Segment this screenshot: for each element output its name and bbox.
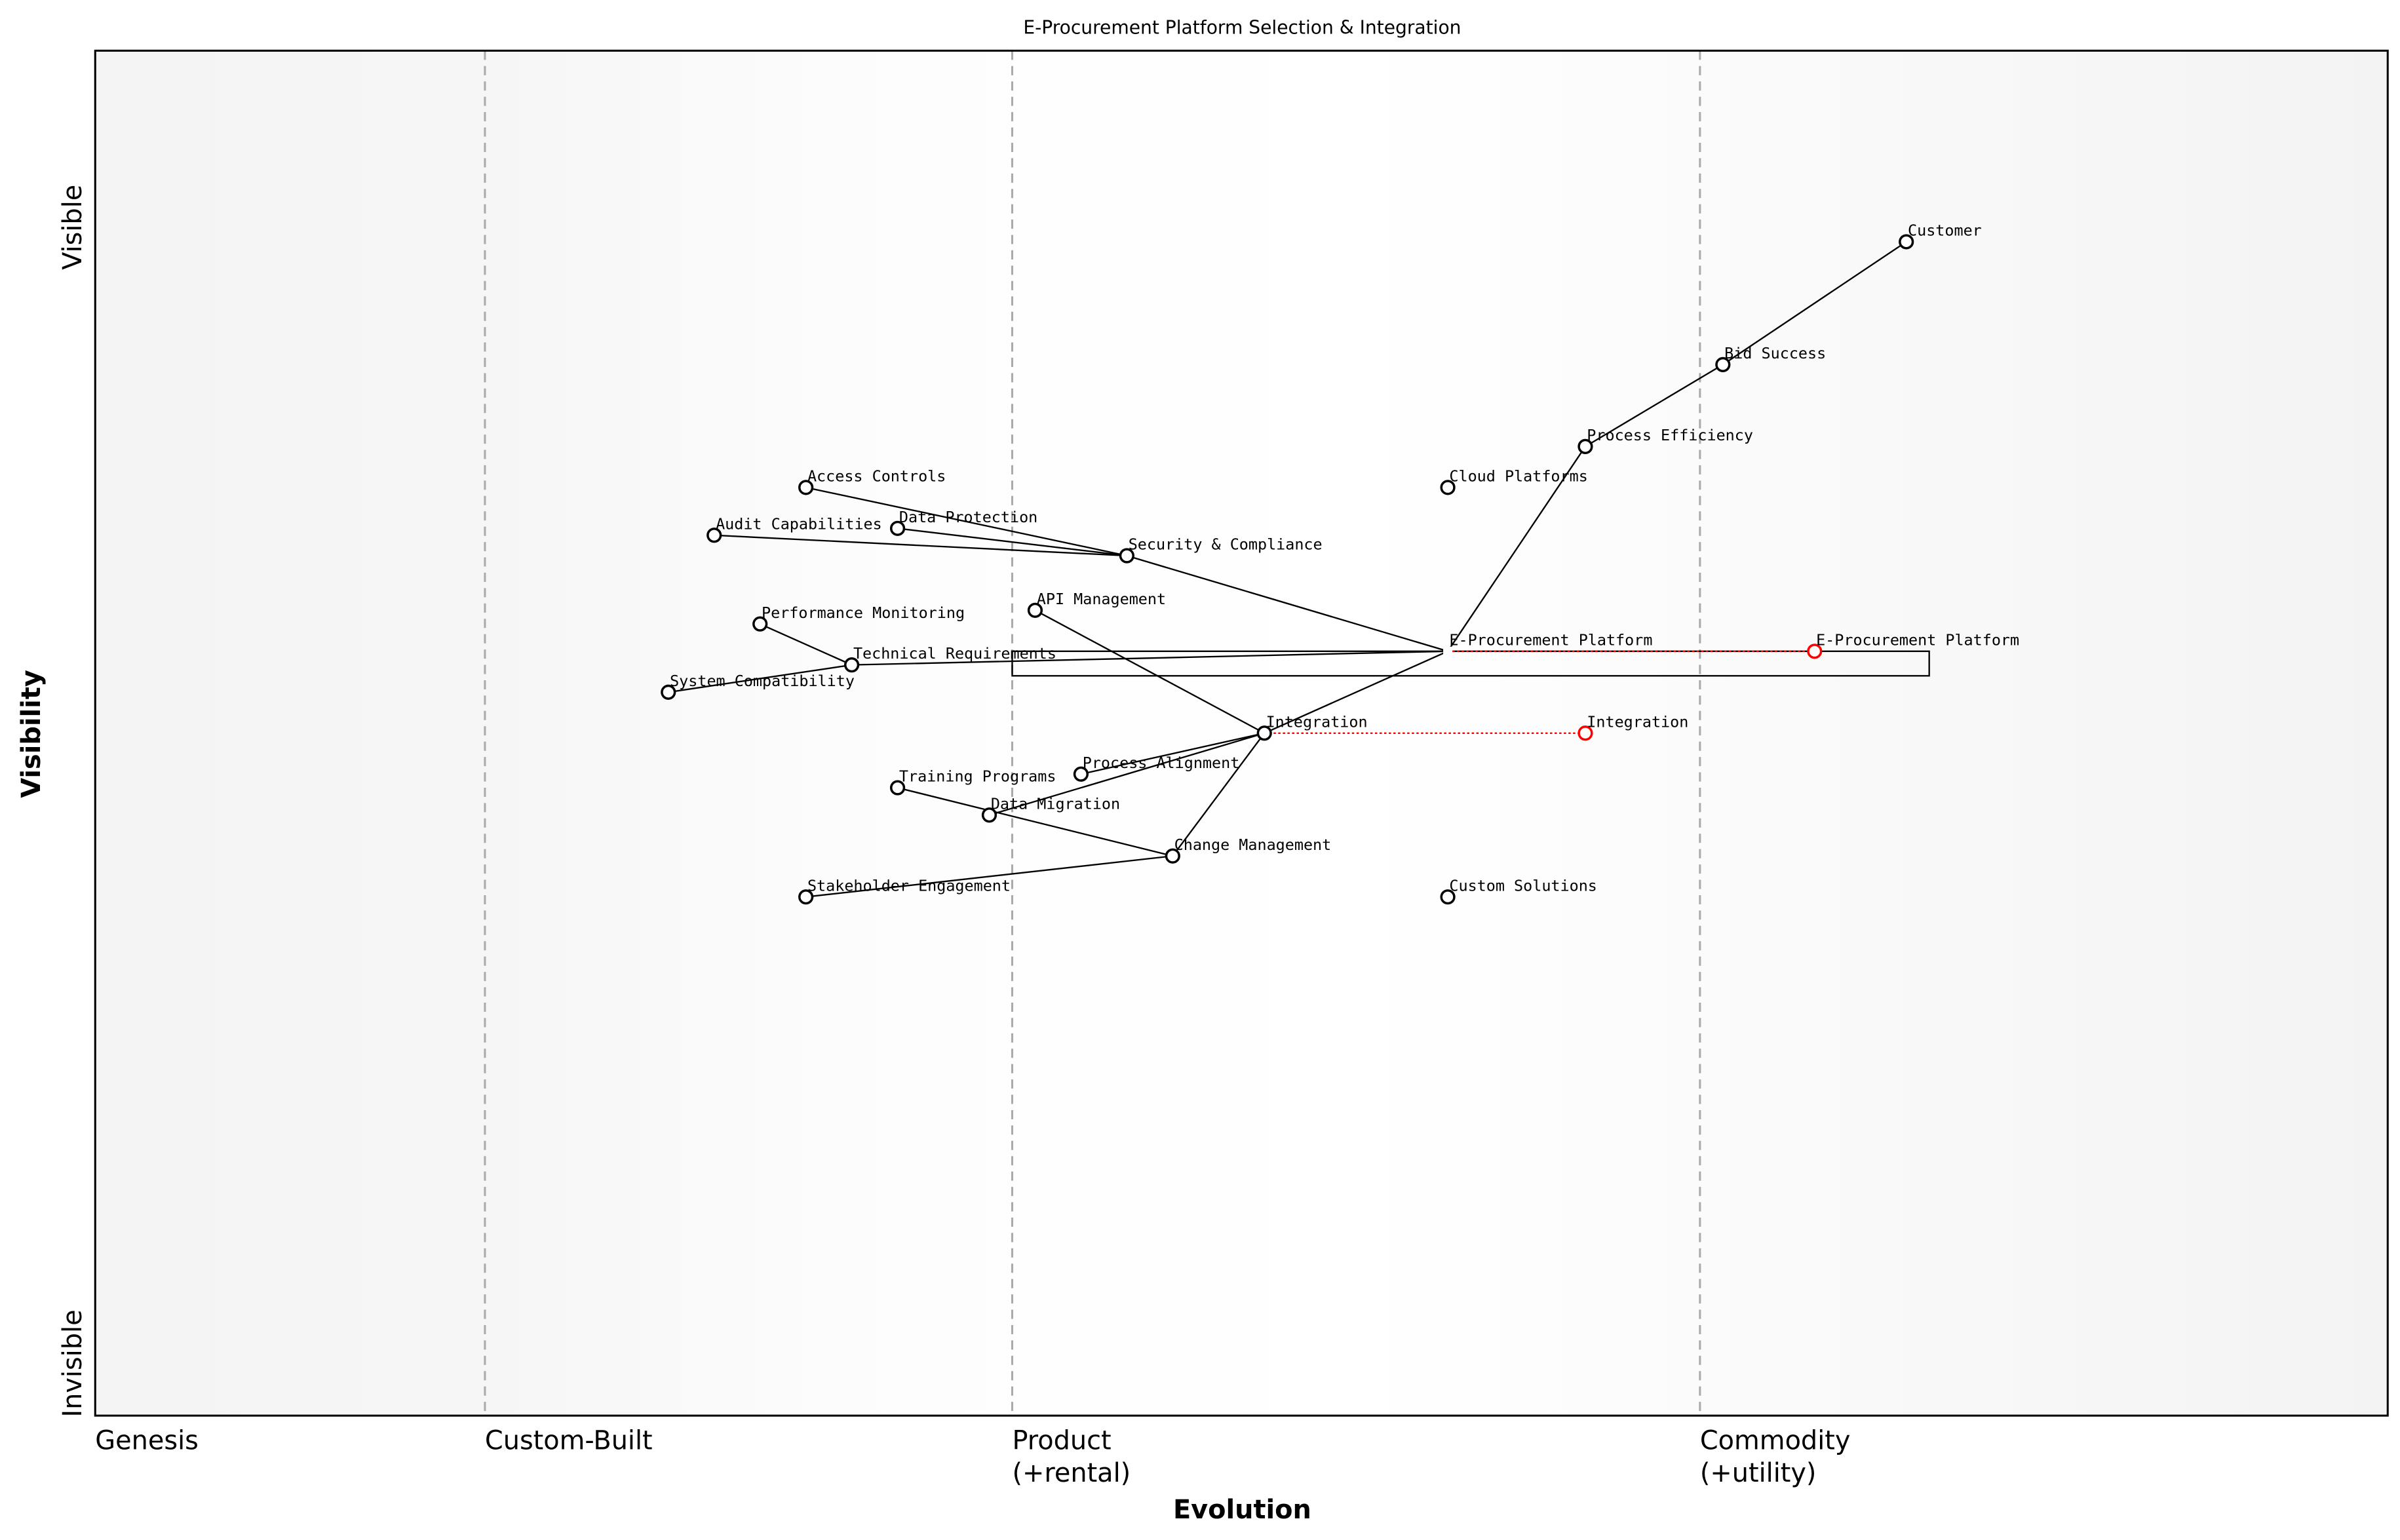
label-syscompat: System Compatibility xyxy=(670,672,855,690)
label-bid: Bid Success xyxy=(1724,344,1826,362)
link-integration-change xyxy=(1172,733,1266,857)
evolved-label-eproc: E-Procurement Platform xyxy=(1816,630,2019,649)
link-security-audit xyxy=(714,534,1127,557)
evolved-node-integration[interactable] xyxy=(1577,725,1593,741)
node-custom[interactable] xyxy=(1440,889,1456,905)
label-custom: Custom Solutions xyxy=(1449,876,1597,895)
stage-label: Commodity xyxy=(1700,1426,1851,1456)
label-cloud: Cloud Platforms xyxy=(1449,467,1587,485)
label-techreq: Technical Requirements xyxy=(853,644,1056,663)
link-customer-bid xyxy=(1722,241,1907,366)
evolved-node-eproc[interactable] xyxy=(1807,644,1823,659)
stage-label-sub: (+rental) xyxy=(1012,1458,1131,1488)
pipeline-eproc xyxy=(1011,650,1930,677)
link-change-training xyxy=(897,786,1173,857)
plot-area xyxy=(95,50,2388,1416)
node-proc_eff[interactable] xyxy=(1577,438,1593,454)
label-datamig: Data Migration xyxy=(991,794,1120,813)
node-change[interactable] xyxy=(1165,848,1180,864)
node-eproc[interactable] xyxy=(1443,646,1453,656)
link-eproc-techreq xyxy=(851,650,1448,666)
stage-label-sub: (+utility) xyxy=(1700,1458,1817,1488)
link-integration-api xyxy=(1034,609,1265,734)
link-security-access xyxy=(805,486,1127,557)
node-customer[interactable] xyxy=(1899,234,1914,250)
node-audit[interactable] xyxy=(706,528,722,543)
stage-label: Genesis xyxy=(95,1426,199,1456)
link-integration-datamig xyxy=(989,732,1265,816)
link-eproc-integration xyxy=(1264,650,1448,734)
label-proc_eff: Process Efficiency xyxy=(1587,426,1753,444)
node-integration[interactable] xyxy=(1256,725,1272,741)
node-dataprot[interactable] xyxy=(889,520,906,536)
node-training[interactable] xyxy=(889,780,906,796)
label-perf: Performance Monitoring xyxy=(762,604,965,622)
label-customer: Customer xyxy=(1908,221,1982,240)
y-axis-top-label: Visible xyxy=(58,185,88,270)
label-procalign: Process Alignment xyxy=(1083,754,1240,772)
node-api[interactable] xyxy=(1027,602,1043,618)
y-axis-bottom-label: Invisible xyxy=(58,1309,88,1417)
label-change: Change Management xyxy=(1174,836,1332,854)
label-access: Access Controls xyxy=(807,467,946,485)
plot-frame xyxy=(94,49,2389,1417)
link-proc_eff-eproc xyxy=(1447,446,1586,652)
label-api: API Management xyxy=(1037,590,1166,608)
link-bid-proc_eff xyxy=(1585,364,1724,448)
node-techreq[interactable] xyxy=(844,657,860,673)
chart-title: E-Procurement Platform Selection & Integ… xyxy=(1023,17,1461,39)
evolved-label-integration: Integration xyxy=(1587,712,1688,731)
link-integration-procalign xyxy=(1081,732,1265,775)
link-techreq-perf xyxy=(760,623,853,666)
stage-label: Product xyxy=(1012,1426,1111,1456)
label-audit: Audit Capabilities xyxy=(716,514,882,533)
stage-label: Custom-Built xyxy=(485,1426,653,1456)
node-access[interactable] xyxy=(798,480,814,495)
label-stake: Stakeholder Engagement xyxy=(807,876,1011,895)
label-integration: Integration xyxy=(1266,712,1368,731)
link-eproc-security xyxy=(1127,554,1448,652)
y-axis-title: Visibility xyxy=(16,670,47,798)
link-security-dataprot xyxy=(897,528,1127,557)
node-datamig[interactable] xyxy=(981,807,997,823)
node-perf[interactable] xyxy=(752,616,768,632)
node-bid[interactable] xyxy=(1715,356,1731,372)
label-dataprot: Data Protection xyxy=(899,508,1037,526)
node-cloud[interactable] xyxy=(1440,480,1456,495)
node-procalign[interactable] xyxy=(1073,766,1089,782)
label-eproc: E-Procurement Platform xyxy=(1449,630,1652,649)
node-stake[interactable] xyxy=(798,889,814,905)
link-techreq-syscompat xyxy=(668,664,852,693)
link-change-stake xyxy=(805,855,1173,898)
label-security: Security & Compliance xyxy=(1129,535,1323,554)
label-training: Training Programs xyxy=(899,767,1056,786)
node-syscompat[interactable] xyxy=(661,684,676,700)
x-axis-title: Evolution xyxy=(1173,1495,1311,1525)
node-security[interactable] xyxy=(1119,548,1134,564)
